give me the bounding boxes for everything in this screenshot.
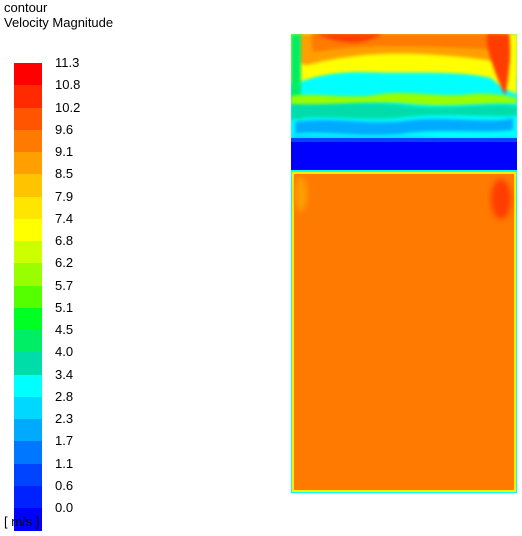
colorbar-tick-label: 1.1 xyxy=(55,455,74,471)
colorbar-tick-label: 9.1 xyxy=(55,144,74,159)
colorbar-tick-label: 7.4 xyxy=(55,210,74,226)
colorbar-swatch xyxy=(14,441,42,464)
colorbar-tick-label: 0.0 xyxy=(55,500,74,515)
colorbar-swatch xyxy=(14,508,42,531)
colorbar-swatch xyxy=(14,263,42,286)
colorbar-unit: [ m/s ] xyxy=(4,514,40,529)
colorbar-swatch xyxy=(14,463,42,487)
colorbar-swatch xyxy=(14,129,42,153)
colorbar-tick-label: 3.4 xyxy=(55,366,74,382)
colorbar-swatch xyxy=(14,63,42,86)
contour-plot xyxy=(291,34,517,493)
colorbar-swatch xyxy=(14,107,42,131)
colorbar-tick-label: 5.1 xyxy=(55,299,74,315)
colorbar-swatch xyxy=(14,330,42,353)
colorbar-tick-label: 4.5 xyxy=(55,322,74,337)
colorbar-swatch xyxy=(14,374,42,398)
colorbar-tick-label: 1.7 xyxy=(55,433,74,449)
lower-chamber-region xyxy=(291,170,517,493)
colorbar-swatch xyxy=(14,218,42,242)
colorbar-tick-label: 5.7 xyxy=(55,277,74,293)
colorbar-swatch xyxy=(14,152,42,175)
colorbar-tick-label: 10.2 xyxy=(55,99,81,115)
colorbar-swatch xyxy=(14,396,42,420)
colorbar-swatch xyxy=(14,352,42,375)
colorbar-swatch xyxy=(14,241,42,264)
colorbar-tick-label: 8.5 xyxy=(55,166,74,182)
colorbar xyxy=(14,63,42,531)
colorbar-tick-label: 6.8 xyxy=(55,233,74,248)
colorbar-swatch xyxy=(14,196,42,220)
colorbar-tick-label: 9.6 xyxy=(55,121,74,137)
colorbar-tick-label: 0.6 xyxy=(55,477,74,493)
colorbar-swatch xyxy=(14,419,42,442)
colorbar-tick-label: 2.8 xyxy=(55,388,74,404)
colorbar-swatch xyxy=(14,285,42,309)
colorbar-tick-label: 7.9 xyxy=(55,188,74,204)
colorbar-swatch xyxy=(14,485,42,509)
chart-title-line1: contour xyxy=(4,0,48,15)
colorbar-tick-label: 6.2 xyxy=(55,255,74,271)
colorbar-tick-label: 10.8 xyxy=(55,77,81,93)
colorbar-tick-label: 11.3 xyxy=(55,55,80,70)
colorbar-tick-label: 4.0 xyxy=(55,344,74,360)
colorbar-swatch xyxy=(14,307,42,331)
gap-band xyxy=(291,138,517,170)
colorbar-swatch xyxy=(14,174,42,197)
upper-flow-region xyxy=(291,34,517,142)
colorbar-tick-label: 2.3 xyxy=(55,411,74,426)
colorbar-swatch xyxy=(14,85,42,108)
chart-title: Velocity Magnitude xyxy=(4,15,114,30)
